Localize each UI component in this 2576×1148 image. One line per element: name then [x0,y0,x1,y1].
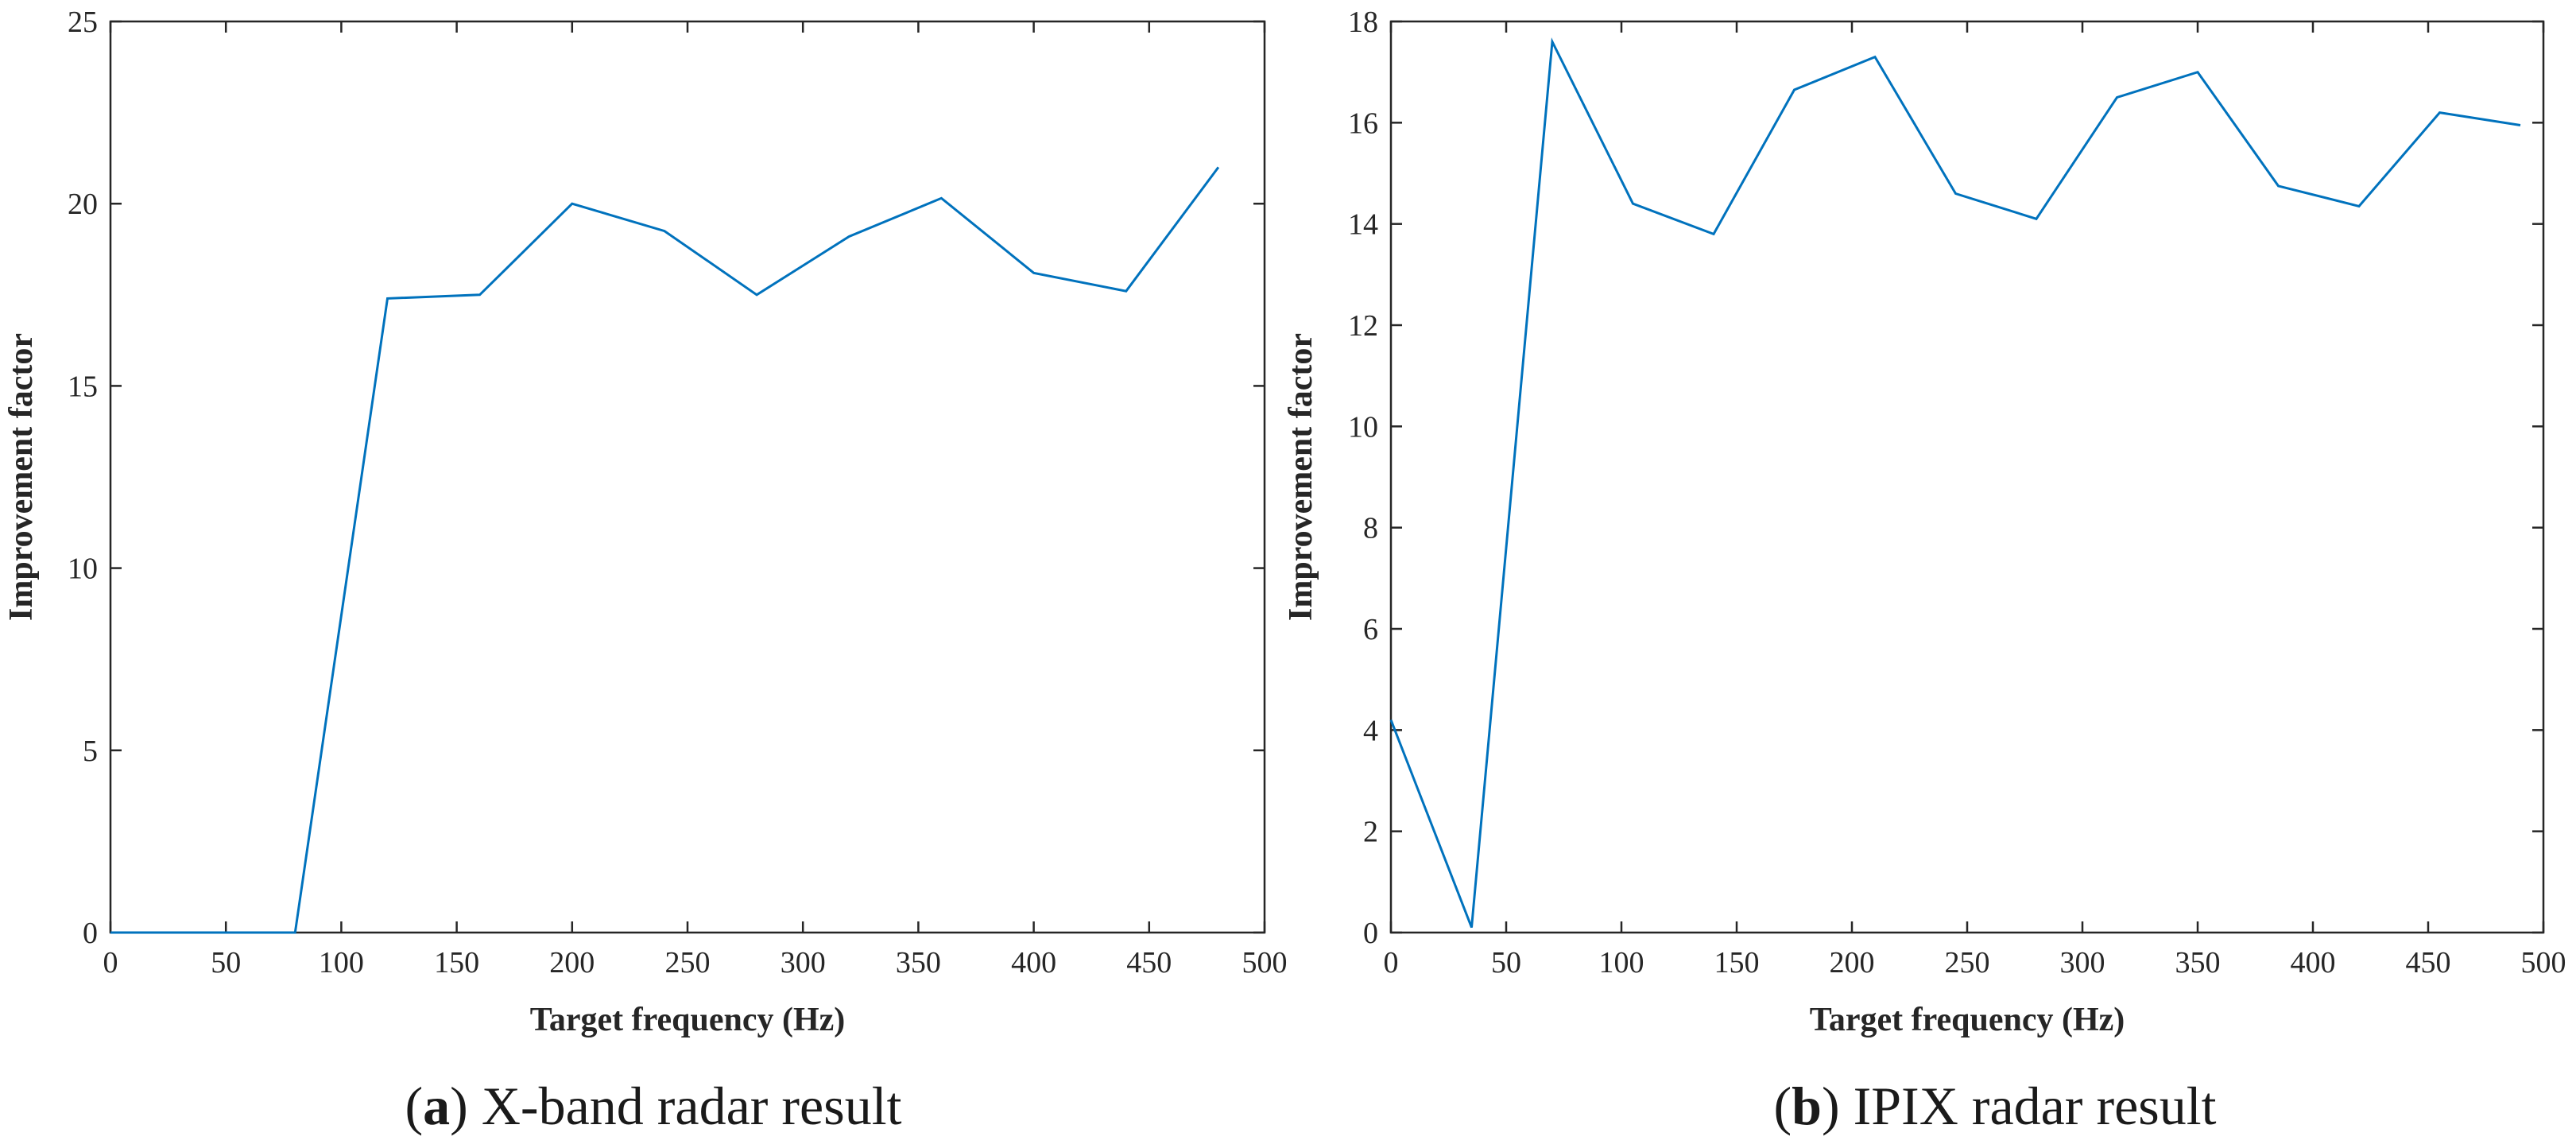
y-tick-label: 12 [1348,309,1378,343]
x-tick-label: 0 [1384,946,1399,979]
x-tick-label: 0 [103,946,118,979]
x-tick-label: 250 [665,946,711,979]
series-line [1389,37,2521,929]
y-tick-label: 10 [1348,410,1378,444]
x-tick-label: 450 [2406,946,2451,979]
y-tick-label: 5 [83,735,98,768]
panel-b-ipix: 0 50 100 150 200 250 300 350 400 450 500 0 2 4 6 8 10 12 1… [1283,6,2566,1136]
plot-area-box [1389,20,2545,934]
x-tick-label: 500 [1242,946,1288,979]
y-tick-label: 10 [68,553,98,586]
y-axis-title: Improvement factor [3,333,40,621]
x-tick-label: 200 [1830,946,1875,979]
x-tick-label: 100 [1599,946,1644,979]
x-axis-title: Target frequency (Hz) [530,1002,846,1038]
x-tick-label: 300 [2060,946,2105,979]
y-tick-label: 0 [83,917,98,950]
y-tick-label: 25 [68,6,98,39]
x-tick-label: 100 [319,946,364,979]
x-tick-label: 250 [1945,946,1990,979]
x-tick-label: 400 [2291,946,2336,979]
x-tick-label: 200 [549,946,595,979]
y-tick-label: 16 [1348,107,1378,140]
x-tick-label: 500 [2521,946,2566,979]
panel-a-xband: 0 50 100 150 200 250 300 350 400 450 500 0 5 10 15 20 25… [3,6,1288,1136]
y-tick-label: 0 [1363,917,1378,950]
x-axis-title: Target frequency (Hz) [1810,1002,2125,1038]
plot-area-box [109,20,1266,934]
x-tick-label: 50 [1491,946,1521,979]
y-tick-label: 15 [68,370,98,403]
y-tick-label: 6 [1363,613,1378,646]
x-tick-label: 400 [1011,946,1056,979]
y-tick-label: 8 [1363,512,1378,545]
x-tick-label: 350 [896,946,941,979]
panel-caption: (a) X-band radar result [405,1076,902,1136]
panel-caption: (b) IPIX radar result [1773,1076,2216,1136]
y-tick-label: 4 [1363,714,1378,747]
x-tick-label: 50 [211,946,241,979]
y-axis-title: Improvement factor [1283,333,1319,621]
x-tick-label: 150 [1714,946,1760,979]
y-tick-label: 18 [1348,6,1378,39]
y-tick-label: 20 [68,188,98,221]
series-line [110,166,1220,934]
x-tick-label: 350 [2175,946,2221,979]
y-tick-label: 14 [1348,208,1378,242]
y-tick-label: 2 [1363,816,1378,849]
x-tick-label: 150 [434,946,479,979]
x-tick-label: 450 [1126,946,1172,979]
x-tick-label: 300 [781,946,826,979]
